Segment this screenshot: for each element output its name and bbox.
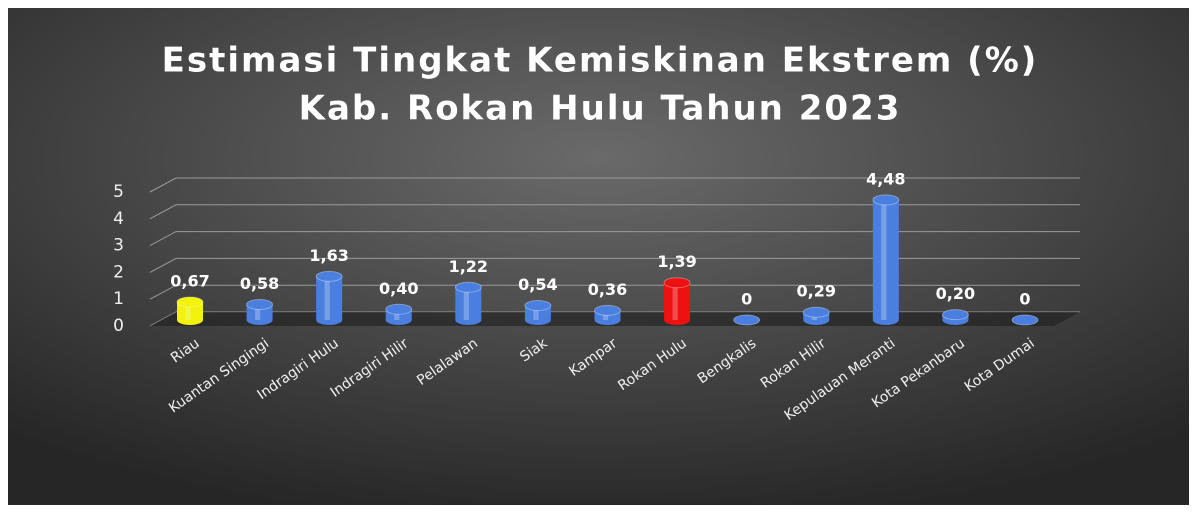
bar-highlight [185,302,191,320]
bar-top [802,306,830,318]
bar [872,194,900,325]
value-label: 1,22 [449,257,488,276]
bar-highlight [672,282,678,320]
bar [594,304,621,325]
y-tick-label: 5 [113,182,124,202]
bar-body [316,276,343,325]
bar-body [524,305,551,325]
bar-top [315,270,343,282]
bar [733,314,761,326]
grid-line [149,177,1080,193]
bar-body [664,282,691,325]
value-label: 0 [741,290,752,309]
grid-line [149,284,1080,300]
value-label: 0,40 [379,279,418,298]
value-label: 0,67 [170,272,209,291]
bar [663,277,691,325]
value-label: 4,48 [866,169,905,188]
bar-top [454,281,482,293]
bar-highlight [533,305,539,320]
bar-body [872,199,899,325]
bar-top [594,304,621,316]
chart-background [8,8,1189,505]
bar [524,300,552,325]
value-label: 0,58 [240,274,279,293]
bar-body [246,304,273,325]
value-label: 0,54 [518,275,557,294]
bar [1011,314,1039,326]
bar-highlight [394,309,400,320]
y-tick-label: 0 [113,316,124,336]
grid-line [149,257,1080,273]
grid-line [149,231,1080,247]
bar-highlight [255,304,261,320]
y-tick-label: 2 [113,262,124,282]
bar-top [941,309,969,321]
value-label: 0 [1019,290,1030,309]
grid-line [149,204,1080,220]
value-label: 0,20 [936,284,975,303]
y-tick-label: 3 [113,236,124,256]
bar [385,303,413,325]
bar [802,306,830,325]
bar-top [733,314,761,326]
bar-top [872,194,900,206]
chart-subtitle: Kab. Rokan Hulu Tahun 2023 [299,89,902,129]
bar-highlight [463,287,469,320]
bar-top [524,300,552,312]
bar-top [176,296,204,308]
bar-top [246,298,274,310]
chart-title: Estimasi Tingkat Kemiskinan Ekstrem (%) [162,41,1039,81]
bar [176,296,204,325]
value-label: 1,63 [309,246,348,265]
bar-top [663,277,691,289]
bar-top [385,303,413,315]
bar [315,270,343,325]
y-tick-label: 1 [113,289,124,309]
bar [454,281,482,325]
y-tick-label: 4 [113,209,124,229]
bar [246,298,274,325]
bar-highlight [324,276,330,320]
value-label: 1,39 [657,252,696,271]
bar-highlight [881,199,887,320]
bar-top [1011,314,1039,326]
bar [941,309,969,325]
value-label: 0,36 [588,280,627,299]
value-label: 0,29 [797,282,836,301]
bar-body [177,302,203,325]
bar-body [455,287,482,325]
